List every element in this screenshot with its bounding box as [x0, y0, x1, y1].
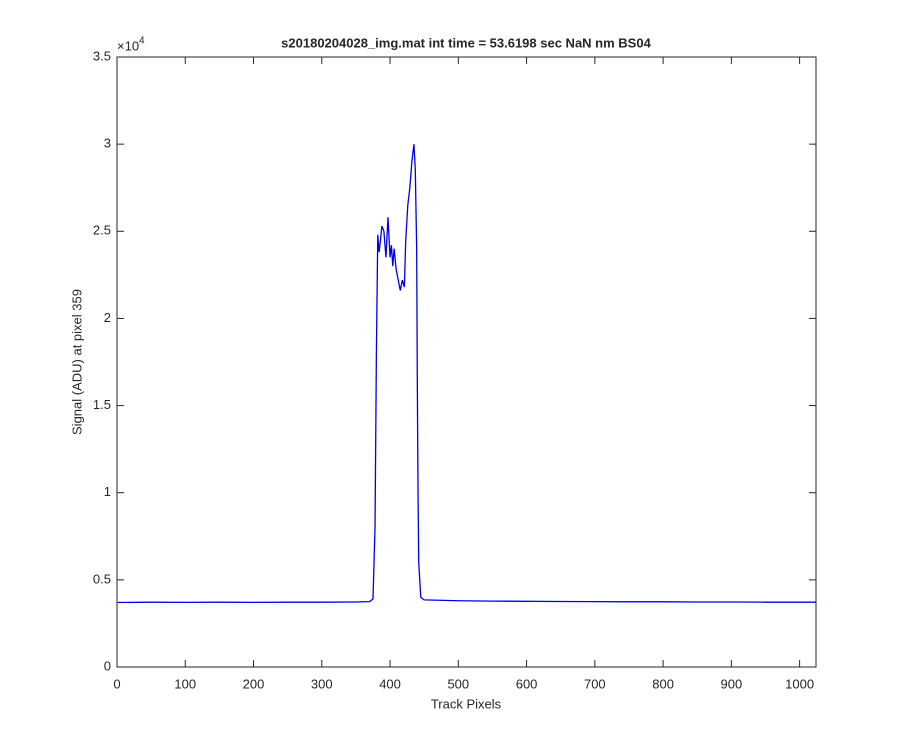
y-tick-label: 3.5	[93, 48, 111, 63]
y-tick-label: 3	[104, 136, 111, 151]
x-tick-label: 400	[379, 676, 401, 691]
x-tick-label: 600	[516, 676, 538, 691]
y-tick-label: 2.5	[93, 223, 111, 238]
chart-title: s20180204028_img.mat int time = 53.6198 …	[281, 35, 651, 50]
data-line	[117, 144, 816, 604]
x-tick-label: 1000	[785, 676, 814, 691]
x-tick-label: 200	[243, 676, 265, 691]
y-tick-label: 0.5	[93, 571, 111, 586]
y-multiplier: ×10	[117, 38, 139, 53]
y-multiplier-exponent: 4	[139, 36, 145, 47]
plot-box	[116, 56, 817, 668]
y-tick-label: 0	[104, 658, 111, 673]
x-tick-label: 300	[311, 676, 333, 691]
x-tick-label: 100	[174, 676, 196, 691]
y-tick-label: 2	[104, 310, 111, 325]
x-tick-label: 900	[721, 676, 743, 691]
x-tick-label: 800	[652, 676, 674, 691]
y-tick-label: 1.5	[93, 397, 111, 412]
x-tick-label: 700	[584, 676, 606, 691]
x-tick-label: 500	[447, 676, 469, 691]
y-tick-label: 1	[104, 484, 111, 499]
y-axis-label: Signal (ADU) at pixel 359	[69, 289, 84, 435]
x-tick-label: 0	[113, 676, 120, 691]
x-axis-label: Track Pixels	[431, 696, 502, 711]
